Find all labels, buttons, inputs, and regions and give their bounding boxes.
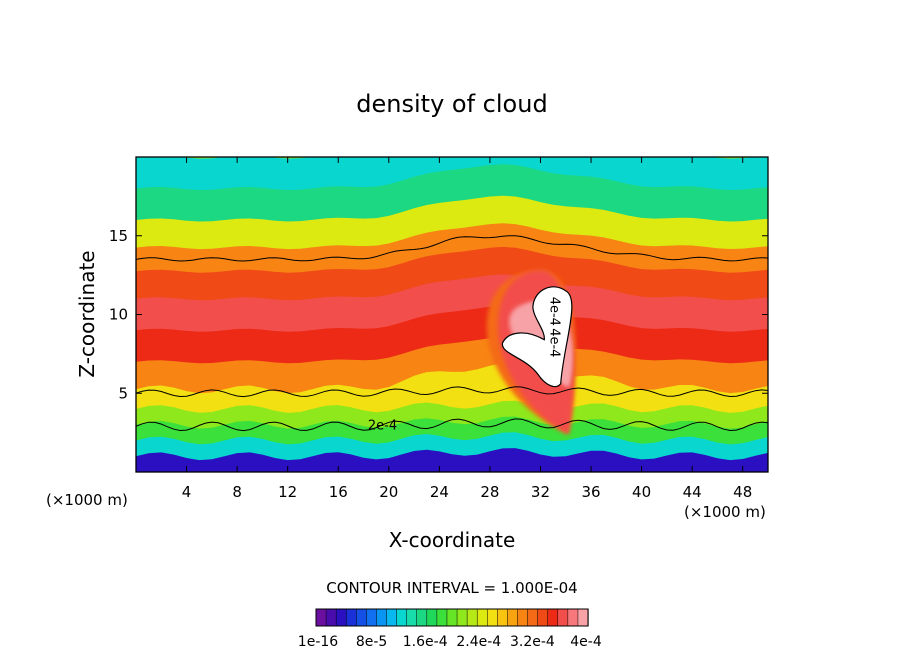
- colorbar-swatch: [436, 608, 448, 627]
- contour-line: [136, 235, 768, 262]
- colorbar-swatch: [335, 608, 347, 627]
- y-tick-label: 10: [109, 306, 128, 324]
- x-axis-label: X-coordinate: [389, 528, 516, 552]
- colorbar-swatch: [547, 608, 559, 627]
- colorbar-swatch: [487, 608, 498, 627]
- colorbar-tick-label: 2.4e-4: [456, 634, 501, 650]
- x-tick-label: 16: [329, 483, 348, 501]
- colorbar-swatch: [386, 608, 398, 627]
- colorbar-swatch: [426, 608, 438, 627]
- colorbar: [315, 608, 589, 627]
- colorbar-swatch: [406, 608, 418, 627]
- density-bands: [136, 157, 768, 472]
- x-axis-unit-left: (×1000 m): [46, 491, 128, 509]
- colorbar-swatch: [446, 608, 458, 627]
- colorbar-swatch: [356, 608, 368, 627]
- x-tick-label: 28: [480, 483, 499, 501]
- x-tick-label: 44: [683, 483, 702, 501]
- contour-line: [136, 418, 768, 432]
- colorbar-swatch: [345, 608, 357, 627]
- colorbar-swatch: [517, 608, 529, 627]
- colorbar-swatch: [325, 608, 337, 627]
- x-tick-label: 4: [182, 483, 192, 501]
- colorbar-tick-label: 1.6e-4: [403, 634, 448, 650]
- colorbar-swatch: [376, 608, 388, 627]
- y-tick-label: 15: [109, 227, 128, 245]
- x-tick-label: 36: [581, 483, 600, 501]
- x-tick-label: 32: [531, 483, 550, 501]
- colorbar-swatch: [497, 608, 509, 627]
- y-tick-label: 5: [118, 384, 128, 402]
- colorbar-swatch: [456, 608, 468, 627]
- colorbar-tick-label: 1e-16: [298, 634, 338, 650]
- y-axis-label: Z-coordinate: [75, 250, 99, 377]
- plot-area: 2e-4 4e-4 4e-4: [136, 157, 768, 472]
- density-band: [136, 448, 768, 472]
- contour-interval-note: CONTOUR INTERVAL = 1.000E-04: [326, 579, 577, 597]
- colorbar-swatch: [577, 608, 589, 627]
- colorbar-tick-label: 8e-5: [356, 634, 387, 650]
- colorbar-swatch: [315, 608, 327, 627]
- contour-label: 4e-4: [547, 328, 562, 357]
- colorbar-swatch: [567, 608, 579, 627]
- contour-line: [136, 386, 768, 398]
- contour-label: 4e-4: [547, 297, 562, 326]
- colorbar-swatch: [537, 608, 549, 627]
- colorbar-swatch: [476, 608, 488, 627]
- plume-core: [501, 286, 573, 388]
- contour-label: 2e-4: [368, 418, 397, 433]
- contour-lines: 2e-4 4e-4 4e-4: [136, 235, 768, 433]
- x-axis-unit-right: (×1000 m): [684, 503, 766, 521]
- x-axis-ticks: 4 8 12 16 20 24 28 32 36 40 44 48: [182, 157, 752, 501]
- colorbar-tick-label: 4e-4: [570, 634, 602, 650]
- colorbar-labels: 1e-16 8e-5 1.6e-4 2.4e-4 3.2e-4 4e-4: [298, 634, 602, 650]
- x-tick-label: 48: [733, 483, 752, 501]
- colorbar-swatch: [396, 608, 408, 627]
- x-tick-label: 20: [379, 483, 398, 501]
- colorbar-swatch: [507, 608, 519, 627]
- colorbar-swatch: [366, 608, 378, 627]
- colorbar-swatch: [527, 608, 539, 627]
- x-tick-label: 12: [278, 483, 297, 501]
- x-tick-label: 8: [232, 483, 242, 501]
- y-axis-ticks: 5 10 15: [109, 227, 768, 402]
- colorbar-swatch: [557, 608, 569, 627]
- x-tick-label: 40: [632, 483, 651, 501]
- colorbar-tick-label: 3.2e-4: [510, 634, 555, 650]
- colorbar-swatch: [416, 608, 428, 627]
- chart-title: density of cloud: [356, 90, 547, 118]
- colorbar-frame: [315, 608, 589, 627]
- colorbar-swatch: [466, 608, 478, 627]
- x-tick-label: 24: [430, 483, 449, 501]
